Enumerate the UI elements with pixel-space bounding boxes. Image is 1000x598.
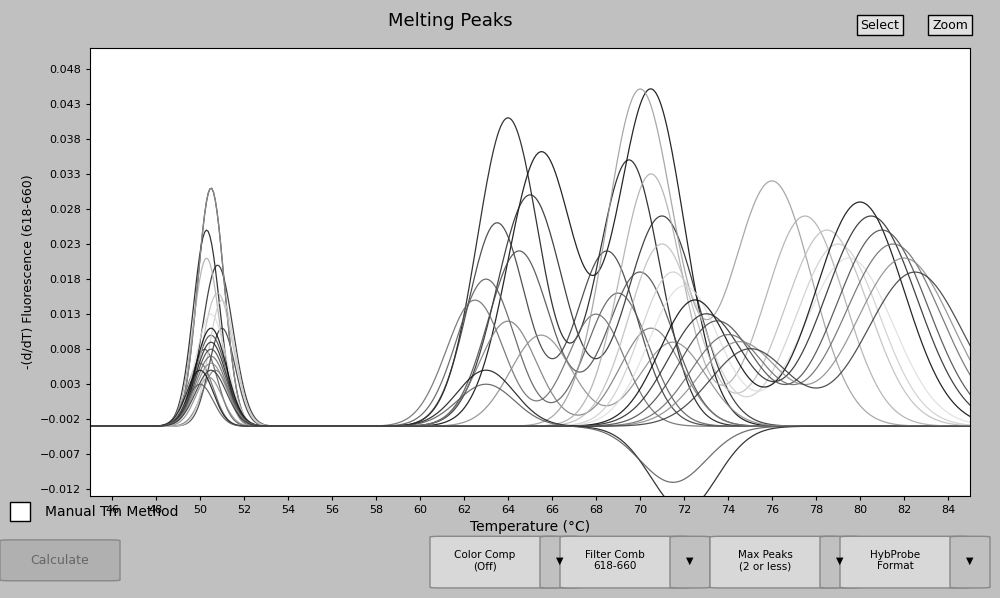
- Text: Melting Peaks: Melting Peaks: [388, 12, 512, 30]
- FancyBboxPatch shape: [560, 536, 690, 588]
- Text: ▼: ▼: [836, 556, 844, 566]
- Text: ▼: ▼: [556, 556, 564, 566]
- FancyBboxPatch shape: [710, 536, 840, 588]
- X-axis label: Temperature (°C): Temperature (°C): [470, 520, 590, 533]
- Text: Manual Tm Method: Manual Tm Method: [45, 505, 178, 520]
- FancyBboxPatch shape: [0, 540, 120, 581]
- FancyBboxPatch shape: [950, 536, 990, 588]
- Text: Filter Comb
618-660: Filter Comb 618-660: [585, 550, 645, 572]
- Text: ▼: ▼: [966, 556, 974, 566]
- FancyBboxPatch shape: [540, 536, 580, 588]
- Text: Zoom: Zoom: [932, 19, 968, 32]
- Y-axis label: -(d/dT) Fluorescence (618-660): -(d/dT) Fluorescence (618-660): [21, 175, 34, 370]
- Text: Select: Select: [861, 19, 899, 32]
- Text: Color Comp
(Off): Color Comp (Off): [454, 550, 516, 572]
- Text: Max Peaks
(2 or less): Max Peaks (2 or less): [738, 550, 792, 572]
- Text: Calculate: Calculate: [31, 554, 89, 567]
- Text: ▼: ▼: [686, 556, 694, 566]
- FancyBboxPatch shape: [840, 536, 970, 588]
- FancyBboxPatch shape: [430, 536, 560, 588]
- Text: HybProbe
Format: HybProbe Format: [870, 550, 920, 572]
- FancyBboxPatch shape: [820, 536, 860, 588]
- Bar: [10, 502, 30, 521]
- FancyBboxPatch shape: [670, 536, 710, 588]
